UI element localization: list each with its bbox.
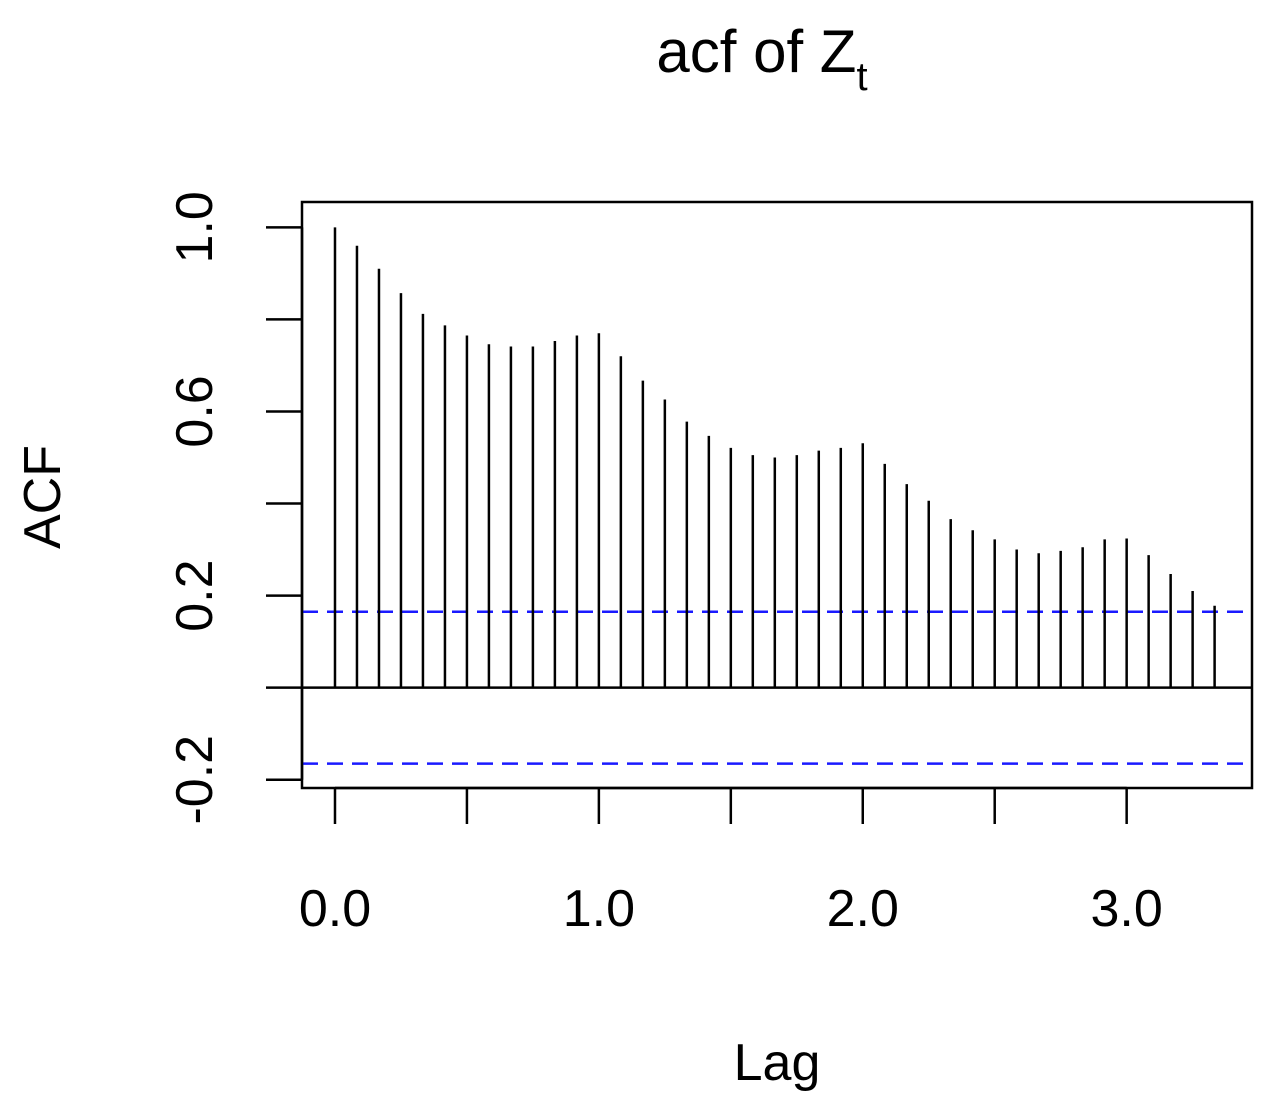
x-tick-label: 1.0 [563, 880, 635, 938]
x-tick-label: 3.0 [1091, 880, 1163, 938]
y-tick-label: 0.2 [166, 559, 224, 631]
chart-title: acf of Zt [656, 18, 867, 99]
x-tick-label: 0.0 [299, 880, 371, 938]
y-axis: -0.2 0.2 0.6 1.0 [166, 191, 304, 825]
x-axis: 0.0 1.0 2.0 3.0 [299, 786, 1163, 938]
chart-title-main: acf of Z [656, 18, 856, 85]
acf-bars [333, 227, 1216, 688]
y-tick-label: -0.2 [166, 735, 224, 825]
x-tick-label: 2.0 [827, 880, 899, 938]
chart-title-subscript: t [856, 55, 867, 99]
y-tick-label: 0.6 [166, 375, 224, 447]
x-axis-label: Lag [734, 1034, 821, 1092]
y-axis-label: ACF [14, 445, 72, 549]
confidence-bounds [302, 610, 1252, 765]
y-tick-label: 1.0 [166, 191, 224, 263]
